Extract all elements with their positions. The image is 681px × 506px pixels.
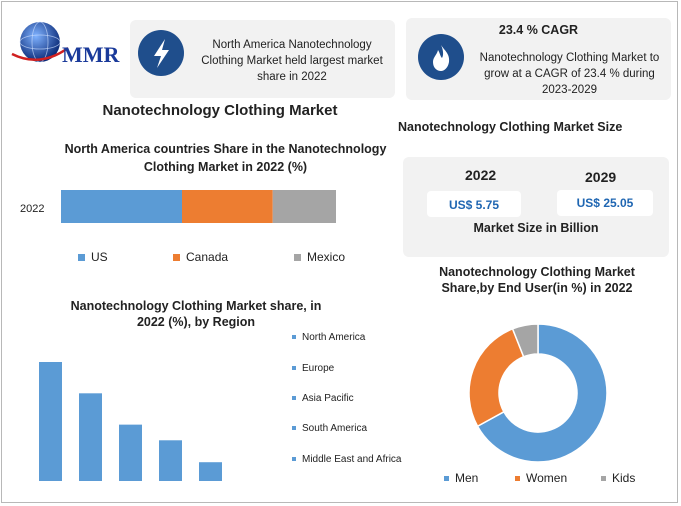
chart-title-region: Nanotechnology Clothing Market share, in… xyxy=(70,299,322,329)
category-label-2022: 2022 xyxy=(20,203,44,215)
logo-text: MMR xyxy=(62,42,120,67)
chart-title-end-user: Nanotechnology Clothing Market Share,by … xyxy=(439,265,635,295)
bar-segment-canada xyxy=(182,190,273,223)
chart-title-countries: North America countries Share in the Nan… xyxy=(64,142,387,174)
year-2029: 2029 xyxy=(585,169,617,185)
end-user-donut-chart xyxy=(468,323,608,463)
slice-women xyxy=(468,327,525,428)
globe-icon xyxy=(11,21,69,63)
info-card-north-america: North America Nanotechnology Clothing Ma… xyxy=(130,20,395,98)
year-2022: 2022 xyxy=(465,167,497,183)
region-bar-chart xyxy=(39,362,222,481)
bar-middle-east-and-africa xyxy=(199,462,222,481)
bar-north-america xyxy=(39,362,62,481)
slice-men xyxy=(476,323,608,463)
market-size-card: 2022 2029 US$ 5.75 US$ 25.05 Market Size… xyxy=(403,157,669,257)
legend-asia-pacific: Asia Pacific xyxy=(292,393,354,404)
bar-segment-us xyxy=(61,190,182,223)
legend-us: US xyxy=(78,250,108,264)
cagr-title: 23.4 % CAGR xyxy=(498,23,579,37)
bar-segment-mexico xyxy=(272,190,336,223)
value-2022: US$ 5.75 xyxy=(427,191,521,217)
info-card-text: North America Nanotechnology Clothing Ma… xyxy=(201,39,383,83)
bar-south-america xyxy=(159,440,182,481)
legend-mexico: Mexico xyxy=(294,250,345,264)
lightning-icon xyxy=(138,30,184,76)
bar-asia-pacific xyxy=(119,424,142,481)
cagr-text: Nanotechnology Clothing Market to grow a… xyxy=(479,52,660,96)
legend-middle-east-africa: Middle East and Africa xyxy=(292,454,402,465)
main-title: Nanotechnology Clothing Market xyxy=(102,102,338,119)
bar-europe xyxy=(79,393,102,481)
logo: MMR xyxy=(10,18,135,68)
stacked-bar-chart: 2022 xyxy=(20,190,336,223)
legend-south-america: South America xyxy=(292,423,367,434)
legend-canada: Canada xyxy=(173,250,228,264)
legend-men: Men xyxy=(444,471,478,485)
value-2029: US$ 25.05 xyxy=(557,190,653,216)
flame-icon xyxy=(418,34,464,80)
legend-europe: Europe xyxy=(292,363,334,374)
legend-kids: Kids xyxy=(601,471,635,485)
legend-north-america: North America xyxy=(292,332,365,343)
info-card-cagr: 23.4 % CAGR Nanotechnology Clothing Mark… xyxy=(406,18,671,100)
legend-women: Women xyxy=(515,471,567,485)
market-size-caption: Market Size in Billion xyxy=(473,221,599,235)
market-size-title: Nanotechnology Clothing Market Size xyxy=(398,120,623,134)
slice-kids xyxy=(511,323,539,358)
